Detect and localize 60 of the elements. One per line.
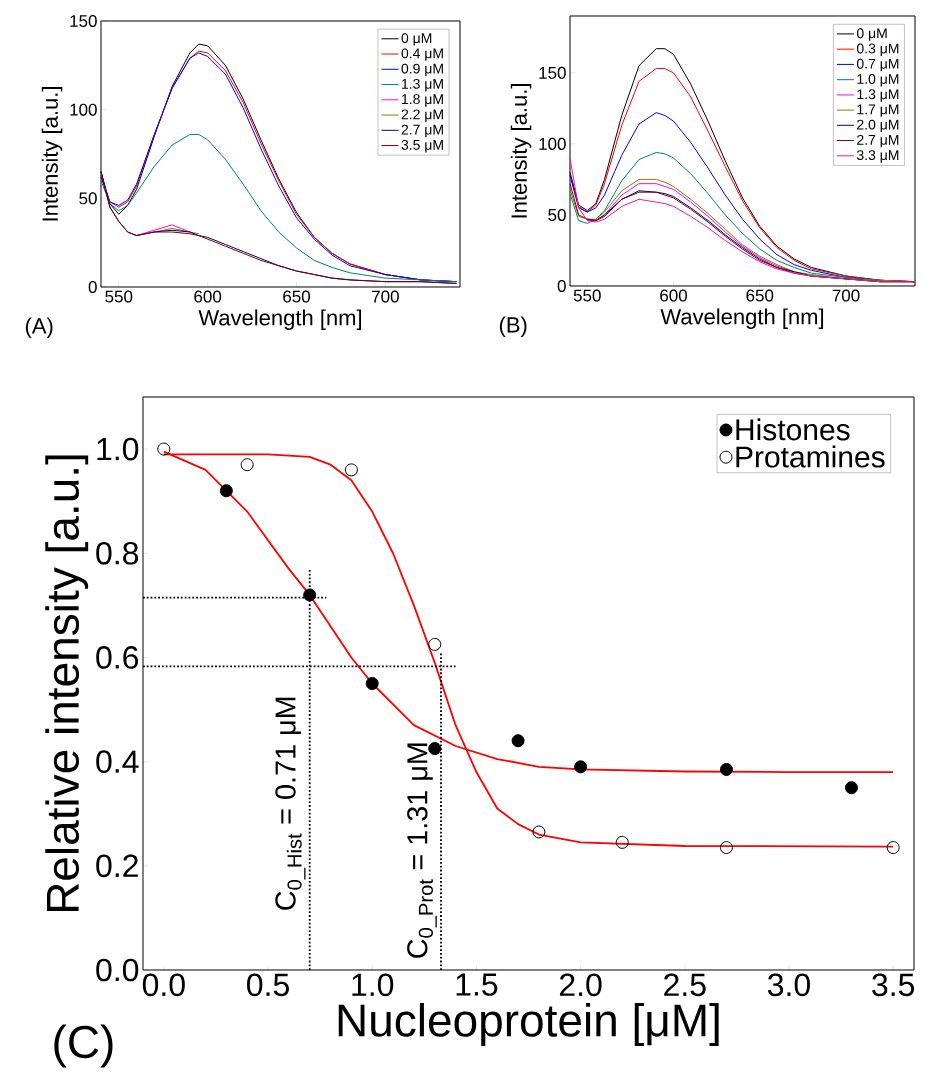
legend-label: 0.4 μM <box>401 48 443 61</box>
y-tick-label: 100 <box>539 137 566 150</box>
legend-label: 1.0 μM <box>857 74 899 87</box>
x-axis-title: Nucleoprotein [μM] <box>338 1003 719 1046</box>
legend-label: 1.7 μM <box>857 104 899 117</box>
x-tick-label: 650 <box>746 289 774 302</box>
legend-label: 2.2 μM <box>401 109 443 122</box>
y-tick-label: 0 <box>88 280 97 294</box>
y-tick-label: 50 <box>79 192 97 205</box>
y-tick-label: 50 <box>548 208 566 221</box>
y-tick-label: 0 <box>557 279 566 293</box>
y-tick-label: 1.0 <box>97 437 139 461</box>
annotation: C$_{0_Prot}$ = 1.31 μM <box>407 743 437 958</box>
x-tick-label: 550 <box>105 290 133 303</box>
y-axis-title: Intensity [a.u.] <box>510 84 532 218</box>
x-tick-label: 2.5 <box>664 973 706 997</box>
text: (C) <box>54 1024 113 1068</box>
x-tick-label: 1.5 <box>456 973 498 996</box>
legend-label: 1.8 μM <box>402 94 443 107</box>
legend-label: 0.3 μM <box>856 43 899 56</box>
y-tick-label: 0.8 <box>96 541 139 565</box>
y-tick-label: 0.4 <box>96 750 139 773</box>
text: (B) <box>499 316 527 338</box>
x-tick-label: 600 <box>660 289 688 302</box>
legend-label: 0.7 μM <box>856 58 899 72</box>
x-tick-label: 1.0 <box>352 973 394 997</box>
legend-label: 2.7 μM <box>857 134 899 148</box>
legend-label: 2.7 μM <box>401 124 443 138</box>
legend-label: 2.0 μM <box>857 119 899 133</box>
legend-label: Protamines <box>736 445 885 468</box>
x-tick-label: 700 <box>372 290 399 303</box>
legend-label: Histones <box>736 418 850 441</box>
y-tick-label: 0.6 <box>96 646 139 669</box>
y-axis-title: Relative intensity [a.u.] <box>45 455 89 912</box>
y-axis-title: Intensity [a.u.] <box>41 87 63 221</box>
x-tick-label: 700 <box>832 289 860 302</box>
legend-label: 3.3 μM <box>856 150 899 163</box>
text: (A) <box>25 317 53 339</box>
legend-label: 0.9 μM <box>401 63 443 77</box>
legend-label: 0 μM <box>401 33 432 46</box>
y-tick-label: 0.2 <box>96 854 138 878</box>
legend-label: 1.3 μM <box>857 89 899 102</box>
x-tick-label: 3.5 <box>872 973 915 997</box>
y-tick-label: 150 <box>70 14 97 28</box>
annotation: C$_{0_Hist}$ = 0.71 μM <box>275 697 306 910</box>
x-axis-title: Wavelength [nm] <box>660 308 824 329</box>
x-tick-label: 600 <box>194 290 222 303</box>
x-tick-label: 3.0 <box>767 973 810 997</box>
x-tick-label: 0.5 <box>247 973 289 997</box>
legend-label: 1.3 μM <box>402 78 443 92</box>
y-tick-label: 100 <box>70 103 97 116</box>
legend-label: 3.5 μM <box>401 139 443 153</box>
x-tick-label: 2.0 <box>559 973 602 997</box>
x-tick-label: 550 <box>573 289 601 302</box>
x-tick-label: 0.0 <box>142 973 185 997</box>
x-tick-label: 650 <box>283 290 311 303</box>
x-axis-title: Wavelength [nm] <box>198 309 362 330</box>
legend-label: 0 μM <box>856 28 887 41</box>
y-tick-label: 0.0 <box>96 958 139 982</box>
y-tick-label: 150 <box>539 66 566 79</box>
